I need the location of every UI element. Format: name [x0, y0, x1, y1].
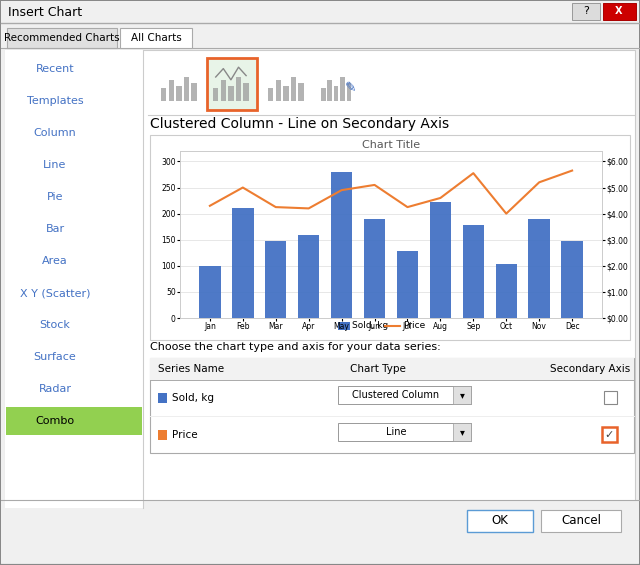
Bar — [429, 202, 451, 318]
Text: Combo: Combo — [35, 416, 75, 426]
Bar — [328, 80, 332, 101]
Bar — [495, 264, 517, 318]
Text: ▾: ▾ — [460, 390, 465, 400]
Text: X Y (Scatter): X Y (Scatter) — [20, 288, 90, 298]
Bar — [338, 322, 350, 330]
Bar — [331, 172, 352, 318]
Bar — [158, 430, 167, 440]
Text: Recent: Recent — [36, 64, 74, 74]
Text: Templates: Templates — [27, 96, 83, 106]
Bar — [298, 83, 304, 101]
Bar — [213, 88, 218, 101]
Bar — [529, 219, 550, 318]
Bar — [321, 88, 326, 101]
Text: ✎: ✎ — [345, 81, 357, 95]
Text: X: X — [615, 7, 623, 16]
Bar — [232, 208, 253, 318]
Text: Pie: Pie — [47, 192, 63, 202]
Bar — [298, 234, 319, 318]
Bar — [334, 86, 339, 101]
Bar — [276, 80, 281, 101]
Text: Insert Chart: Insert Chart — [8, 6, 82, 19]
Title: Chart Title: Chart Title — [362, 140, 420, 150]
Bar — [199, 266, 221, 318]
Text: Line: Line — [44, 160, 67, 170]
Bar — [467, 510, 533, 532]
Bar — [561, 241, 583, 318]
Text: Sold, kg: Sold, kg — [352, 321, 388, 331]
Text: Line: Line — [386, 427, 406, 437]
Text: ✓: ✓ — [604, 430, 614, 440]
Text: OK: OK — [492, 515, 508, 528]
Bar — [463, 225, 484, 318]
Bar — [5, 50, 635, 508]
Bar — [150, 358, 634, 380]
Text: Price: Price — [172, 430, 198, 440]
Bar — [207, 58, 257, 110]
Text: ▾: ▾ — [460, 427, 465, 437]
Bar — [338, 423, 471, 441]
Bar — [397, 251, 418, 318]
Bar — [347, 83, 351, 101]
Bar — [184, 77, 189, 101]
Text: ?: ? — [583, 7, 589, 16]
Bar — [602, 427, 617, 442]
Bar — [340, 77, 345, 101]
Text: All Charts: All Charts — [131, 33, 181, 43]
Text: Secondary Axis: Secondary Axis — [550, 364, 630, 374]
Bar — [120, 28, 192, 48]
Bar — [236, 77, 241, 101]
Text: Column: Column — [34, 128, 76, 138]
Bar — [228, 86, 234, 101]
Bar — [1, 1, 639, 23]
Bar — [168, 80, 174, 101]
Bar — [338, 386, 471, 404]
Text: Chart Type: Chart Type — [350, 364, 406, 374]
Text: Surface: Surface — [34, 352, 76, 362]
Bar — [1, 500, 639, 563]
Text: Stock: Stock — [40, 320, 70, 330]
Bar — [243, 83, 249, 101]
Text: Recommended Charts: Recommended Charts — [4, 33, 120, 43]
Bar — [572, 3, 600, 20]
Bar — [158, 393, 167, 403]
Text: Choose the chart type and axis for your data series:: Choose the chart type and axis for your … — [150, 342, 441, 352]
Text: Radar: Radar — [38, 384, 72, 394]
Text: Clustered Column - Line on Secondary Axis: Clustered Column - Line on Secondary Axi… — [150, 117, 449, 131]
Bar — [268, 88, 273, 101]
Bar — [150, 135, 630, 340]
Text: Area: Area — [42, 256, 68, 266]
Bar — [161, 88, 166, 101]
Bar — [291, 77, 296, 101]
Text: Sold, kg: Sold, kg — [172, 393, 214, 403]
Bar — [6, 407, 142, 435]
Bar — [453, 386, 471, 404]
Bar — [7, 28, 117, 48]
Text: Bar: Bar — [45, 224, 65, 234]
Bar — [176, 86, 182, 101]
Bar — [604, 391, 617, 404]
Bar — [1, 23, 639, 528]
Bar — [541, 510, 621, 532]
Bar — [364, 219, 385, 318]
Text: Series Name: Series Name — [158, 364, 224, 374]
Bar — [5, 50, 143, 508]
Bar — [453, 423, 471, 441]
Bar — [283, 86, 289, 101]
Text: Clustered Column: Clustered Column — [353, 390, 440, 400]
Bar — [603, 3, 636, 20]
Text: Cancel: Cancel — [561, 515, 601, 528]
Bar — [191, 83, 197, 101]
Bar — [265, 241, 287, 318]
Bar — [221, 80, 226, 101]
Bar — [150, 358, 634, 453]
Text: Price: Price — [403, 321, 425, 331]
